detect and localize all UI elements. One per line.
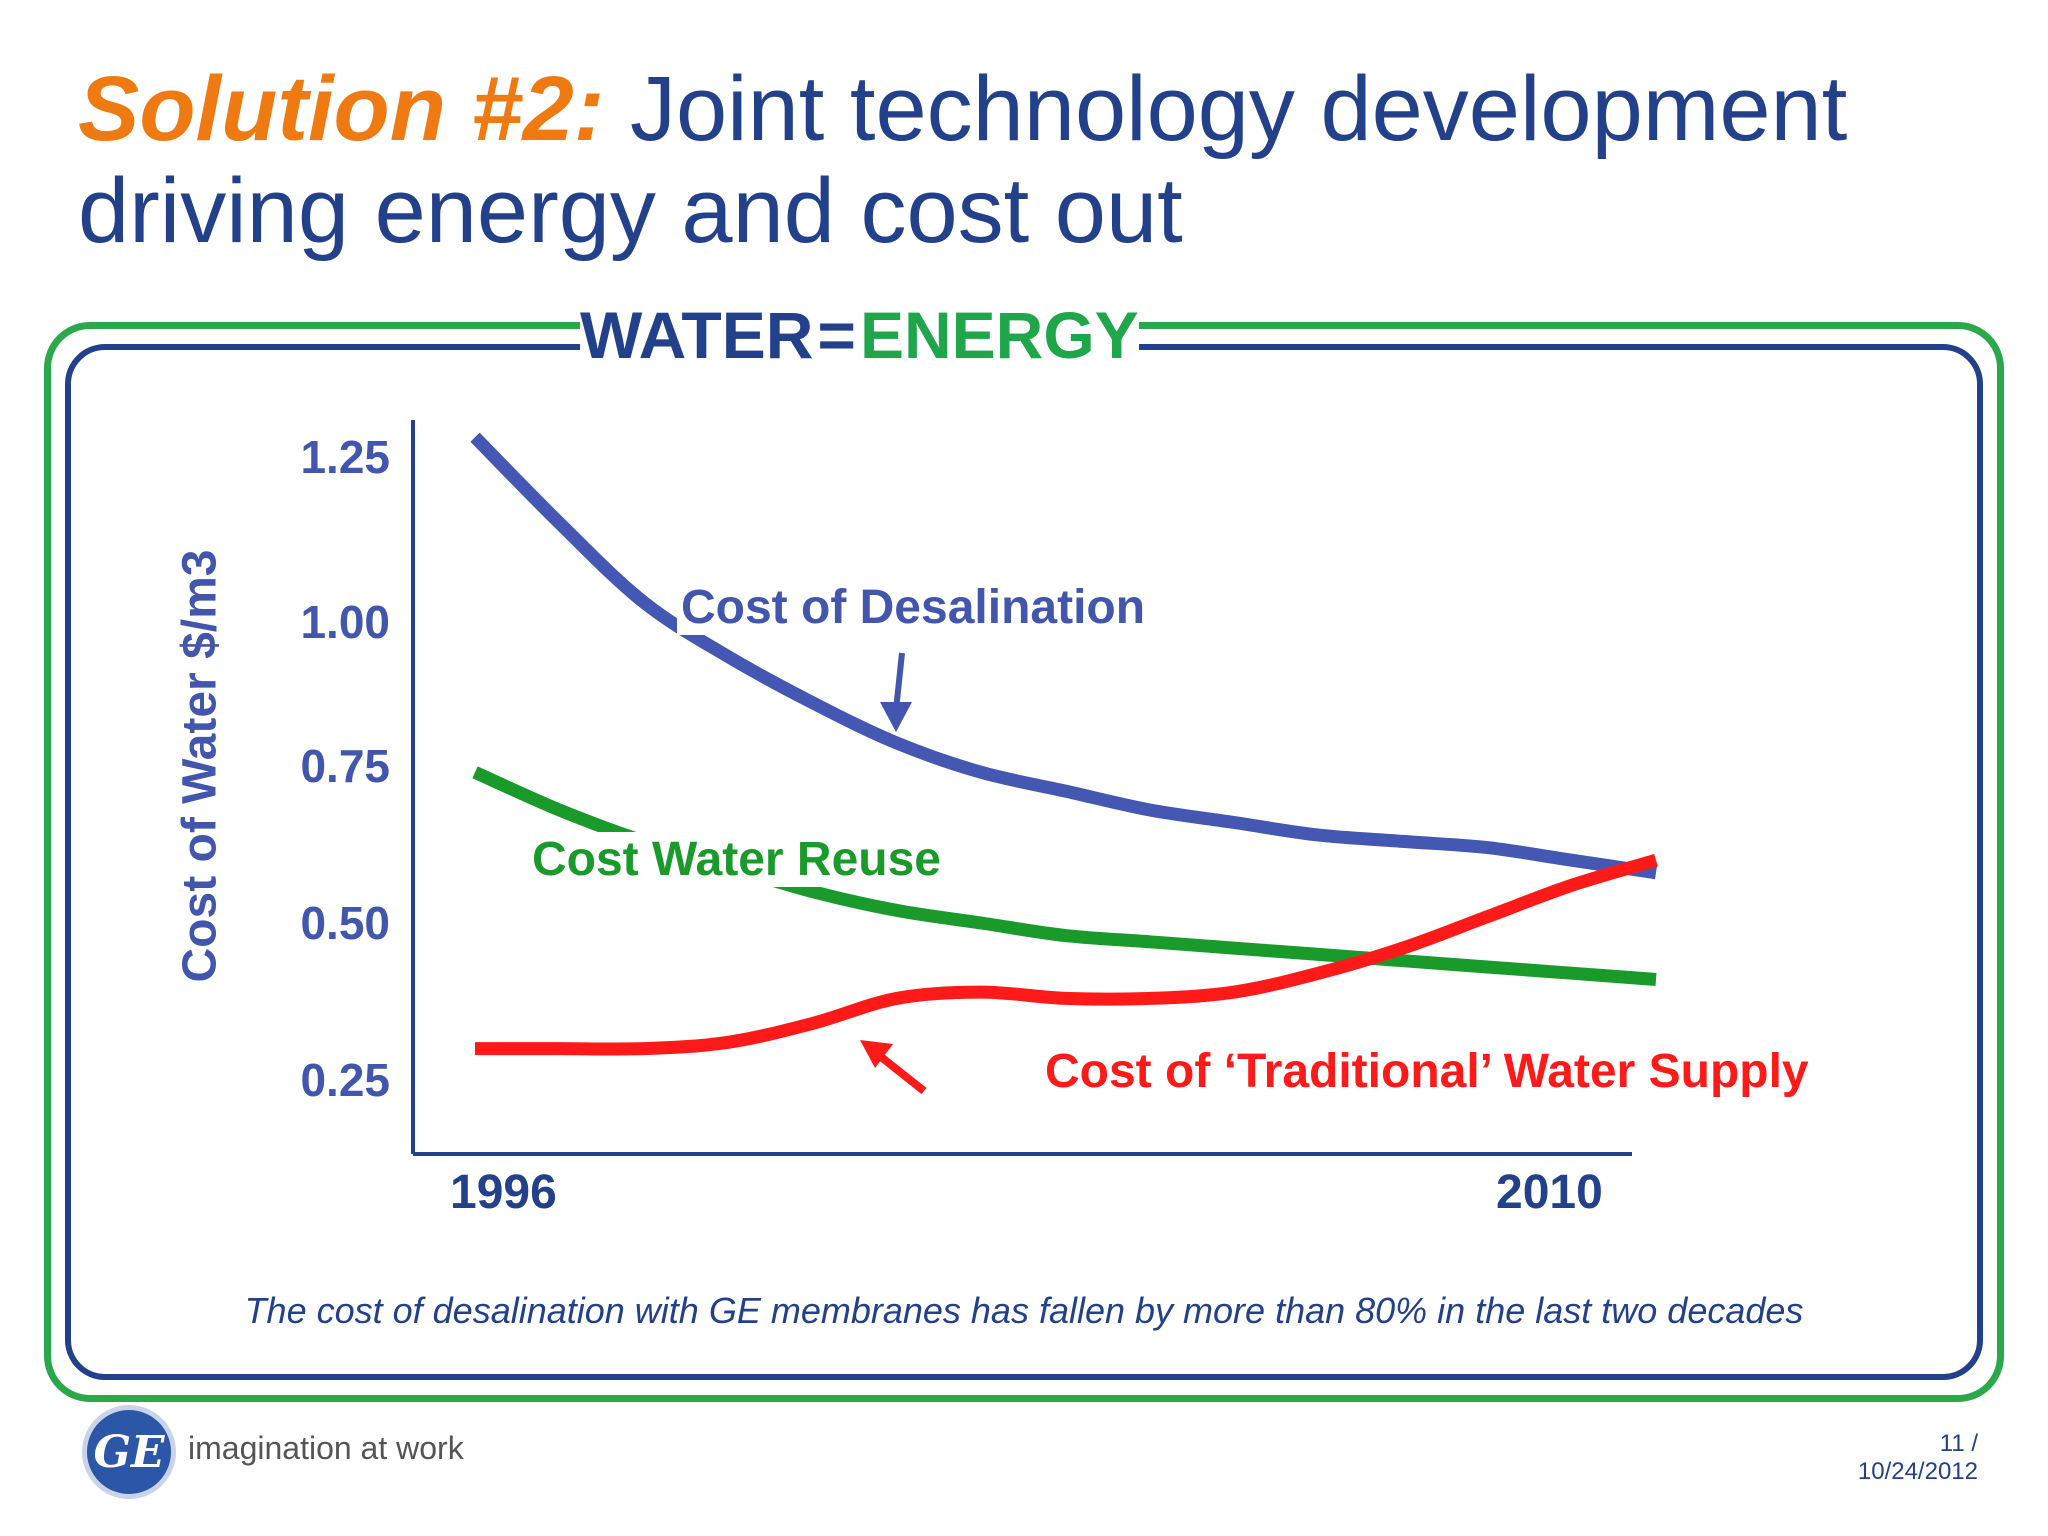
- y-tick-label: 0.75: [300, 740, 390, 792]
- series-line-desalination: [470, 432, 1657, 880]
- slide-title: Solution #2: Joint technology developmen…: [78, 58, 1978, 262]
- desalination-arrow: [893, 652, 905, 711]
- title-text: Joint technology development: [630, 58, 1848, 160]
- y-tick-label: 1.00: [300, 596, 390, 648]
- water-reuse-label: Cost Water Reuse: [528, 832, 945, 887]
- tagline: imagination at work: [188, 1430, 464, 1466]
- title-line-2: driving energy and cost out: [78, 160, 1183, 262]
- desalination-arrowhead: [880, 702, 912, 732]
- traditional-arrowhead: [860, 1040, 893, 1068]
- x-tick-label: 2010: [1496, 1166, 1603, 1219]
- slide-date: 10/24/2012: [1857, 1458, 1978, 1485]
- desalination-label: Cost of Desalination: [677, 580, 1150, 635]
- banner-equals: =: [817, 298, 856, 372]
- title-prefix: Solution #2:: [78, 58, 605, 160]
- traditional-supply-label: Cost of ‘Traditional’ Water Supply: [1045, 1045, 1809, 1098]
- water-energy-banner: WATER = ENERGY: [580, 290, 1139, 380]
- y-tick-label: 0.25: [300, 1054, 390, 1106]
- y-tick-label: 0.50: [300, 897, 390, 949]
- page-info: 11 / 10/24/2012: [1858, 1430, 1978, 1486]
- y-tick-label: 1.25: [300, 431, 390, 483]
- page-number: 11 /: [1939, 1430, 1978, 1457]
- banner-water: WATER: [580, 298, 814, 372]
- series-line-traditional-supply: [475, 853, 1658, 1056]
- x-tick-label: 1996: [450, 1166, 557, 1219]
- banner-energy: ENERGY: [859, 298, 1139, 372]
- traditional-arrow: [873, 1049, 927, 1095]
- ge-logo: GE: [82, 1405, 176, 1499]
- footnote: The cost of desalination with GE membran…: [244, 1290, 1804, 1331]
- title-line-1: Solution #2: Joint technology developmen…: [78, 58, 1978, 160]
- y-axis-label: Cost of Water $/m3: [173, 549, 227, 983]
